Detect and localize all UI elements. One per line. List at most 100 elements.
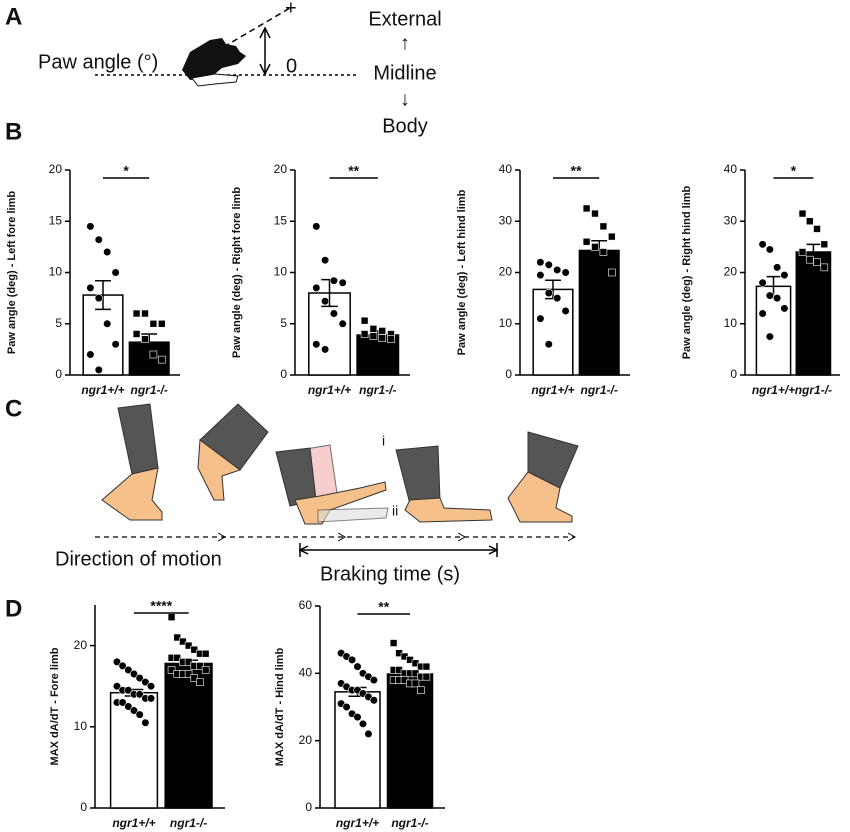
y-tick-label: 20 — [724, 265, 738, 279]
data-point — [599, 222, 608, 231]
data-point — [758, 309, 767, 318]
y-tick-label: 10 — [74, 719, 88, 733]
data-point — [321, 297, 330, 306]
position-label: i — [382, 433, 385, 449]
y-axis-label: Paw angle (deg) - Left hind limb — [456, 189, 468, 355]
data-point — [387, 335, 395, 343]
diagram-c: Direction of motion Braking time (s) i i… — [55, 403, 579, 585]
data-point — [389, 639, 398, 647]
data-point — [86, 350, 95, 359]
y-tick-label: 0 — [280, 367, 287, 381]
y-tick-label: 10 — [49, 265, 63, 279]
data-point — [124, 665, 133, 675]
position-label: ii — [392, 503, 398, 519]
y-tick-label: 0 — [55, 367, 62, 381]
data-point — [805, 217, 814, 226]
data-point — [422, 672, 431, 681]
plus-label: + — [285, 0, 297, 19]
data-point — [201, 649, 210, 658]
data-point — [820, 263, 829, 272]
data-point — [141, 718, 150, 727]
data-point — [129, 706, 139, 715]
data-point — [329, 309, 338, 318]
error-bar — [141, 333, 158, 352]
data-point — [411, 679, 420, 688]
data-point — [184, 658, 193, 666]
data-point — [129, 669, 139, 679]
y-tick-label: 10 — [499, 316, 513, 330]
y-tick-label: 20 — [499, 265, 513, 279]
data-point — [765, 245, 774, 254]
data-point — [358, 719, 368, 728]
bar — [532, 288, 574, 376]
y-axis-label: Paw angle (deg) - Right hind limb — [681, 185, 693, 359]
data-point — [369, 325, 378, 333]
data-point — [173, 653, 182, 662]
significance-label: * — [123, 163, 129, 179]
significance-label: ** — [571, 163, 582, 179]
data-point — [196, 662, 204, 670]
data-point — [124, 686, 133, 695]
error-bar — [591, 239, 608, 261]
data-point — [124, 702, 133, 711]
data-point — [798, 248, 807, 256]
panel-label: A — [5, 3, 22, 30]
data-point — [765, 332, 774, 341]
x-tick-label: ngr1+/+ — [531, 383, 574, 397]
data-point — [813, 258, 821, 267]
panel-label: C — [5, 395, 22, 422]
significance-label: ** — [348, 163, 359, 179]
data-point — [422, 662, 431, 671]
data-point — [338, 319, 347, 328]
arrow-label: ↓ — [400, 88, 410, 110]
panel-label: D — [5, 595, 22, 622]
data-point — [353, 712, 362, 722]
data-point — [582, 237, 591, 246]
data-point — [158, 355, 166, 364]
data-point — [765, 291, 774, 300]
data-point — [369, 675, 378, 685]
x-tick-label: ngr1-/- — [359, 383, 396, 397]
y-tick-label: 20 — [74, 638, 88, 652]
data-point — [582, 204, 591, 213]
data-point — [591, 243, 599, 251]
data-point — [599, 248, 608, 256]
data-point — [544, 260, 553, 269]
data-point — [544, 288, 553, 298]
data-point — [112, 657, 122, 666]
significance-label: **** — [150, 598, 172, 614]
data-point — [111, 340, 120, 349]
data-point — [173, 633, 182, 642]
data-point — [86, 222, 95, 231]
data-point — [103, 247, 112, 257]
data-point — [167, 613, 176, 621]
data-point — [561, 306, 570, 316]
y-tick-label: 20 — [274, 162, 288, 176]
data-point — [132, 330, 141, 338]
arrow-label: ↑ — [400, 32, 410, 54]
data-point — [378, 334, 386, 342]
data-point — [118, 661, 127, 671]
data-point — [805, 255, 814, 264]
y-axis-label: Paw angle (deg) - Right fore limb — [231, 187, 243, 358]
data-point — [780, 270, 789, 280]
data-point — [146, 694, 156, 703]
bar — [795, 251, 832, 376]
data-point — [312, 283, 321, 292]
bar — [334, 691, 381, 809]
data-point — [321, 345, 330, 354]
x-tick-label: ngr1-/- — [581, 383, 618, 397]
direction-label: Midline — [373, 62, 436, 84]
data-point — [132, 309, 141, 318]
data-point — [141, 309, 149, 318]
data-point — [780, 304, 789, 313]
data-point — [544, 340, 553, 349]
y-tick-label: 40 — [499, 162, 513, 176]
data-point — [338, 278, 347, 287]
data-point — [94, 365, 103, 374]
bar — [755, 285, 792, 376]
bar — [386, 673, 434, 809]
data-point — [364, 729, 373, 739]
data-point — [553, 265, 562, 275]
